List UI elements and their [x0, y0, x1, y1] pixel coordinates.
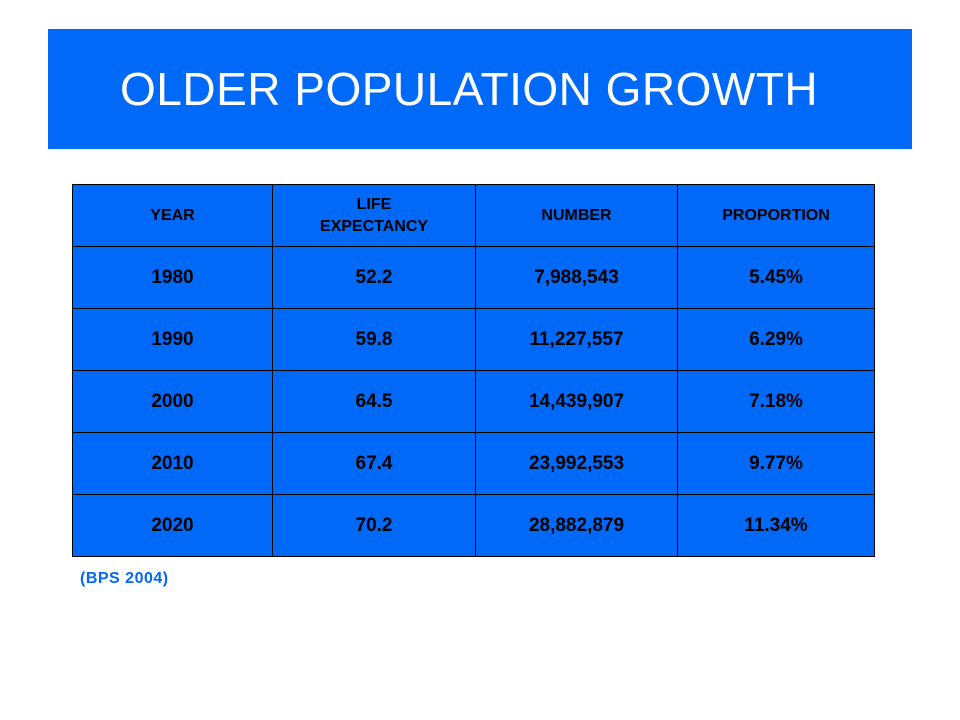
cell-number: 14,439,907 — [475, 370, 678, 433]
column-header-year: YEAR — [72, 184, 273, 247]
table-row: 2010 67.4 23,992,553 9.77% — [72, 432, 875, 495]
table-row: 1980 52.2 7,988,543 5.45% — [72, 246, 875, 309]
cell-number: 28,882,879 — [475, 494, 678, 557]
column-header-number: NUMBER — [475, 184, 678, 247]
cell-year: 1990 — [72, 308, 273, 371]
cell-proportion: 11.34% — [677, 494, 875, 557]
cell-proportion: 9.77% — [677, 432, 875, 495]
table-row: 2020 70.2 28,882,879 11.34% — [72, 494, 875, 557]
cell-year: 2000 — [72, 370, 273, 433]
cell-year: 2020 — [72, 494, 273, 557]
cell-proportion: 5.45% — [677, 246, 875, 309]
column-header-proportion: PROPORTION — [677, 184, 875, 247]
cell-life-expectancy: 64.5 — [272, 370, 476, 433]
cell-proportion: 6.29% — [677, 308, 875, 371]
title-banner: OLDER POPULATION GROWTH — [48, 29, 912, 149]
table-row: 2000 64.5 14,439,907 7.18% — [72, 370, 875, 433]
cell-year: 2010 — [72, 432, 273, 495]
life-expectancy-label: LIFE EXPECTANCY — [319, 195, 429, 235]
cell-life-expectancy: 52.2 — [272, 246, 476, 309]
slide-title: OLDER POPULATION GROWTH — [120, 63, 819, 115]
cell-life-expectancy: 67.4 — [272, 432, 476, 495]
header-row: YEAR LIFE EXPECTANCY NUMBER PROPORTION — [72, 184, 875, 247]
cell-number: 11,227,557 — [475, 308, 678, 371]
population-table: YEAR LIFE EXPECTANCY NUMBER PROPORTION 1… — [72, 184, 875, 557]
table-row: 1990 59.8 11,227,557 6.29% — [72, 308, 875, 371]
cell-life-expectancy: 59.8 — [272, 308, 476, 371]
cell-life-expectancy: 70.2 — [272, 494, 476, 557]
cell-number: 7,988,543 — [475, 246, 678, 309]
source-citation: (BPS 2004) — [80, 570, 169, 587]
cell-year: 1980 — [72, 246, 273, 309]
cell-number: 23,992,553 — [475, 432, 678, 495]
cell-proportion: 7.18% — [677, 370, 875, 433]
column-header-life-expectancy: LIFE EXPECTANCY — [272, 184, 476, 247]
